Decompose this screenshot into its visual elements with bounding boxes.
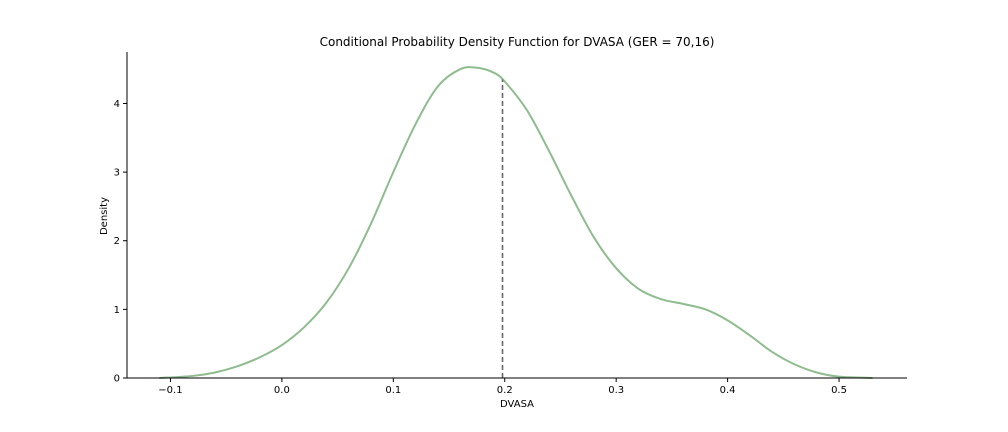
chart-title: Conditional Probability Density Function…: [320, 35, 715, 49]
density-curve-line: [159, 66, 873, 379]
y-tick-label: 1: [114, 305, 120, 316]
y-axis-ticks: 0 1 2 3 4: [114, 99, 127, 385]
y-tick-label: 0: [114, 374, 120, 385]
x-axis-ticks: −0.1 0.0 0.1 0.2 0.3 0.4 0.5: [158, 378, 847, 396]
x-axis-title: DVASA: [500, 399, 534, 410]
y-tick-label: 3: [114, 168, 120, 179]
x-tick-label: 0.2: [497, 385, 513, 396]
x-tick-label: 0.5: [831, 385, 847, 396]
x-tick-label: 0.0: [274, 385, 290, 396]
plot-area: [159, 66, 873, 379]
y-tick-label: 4: [114, 99, 120, 110]
x-tick-label: −0.1: [158, 385, 182, 396]
y-tick-label: 2: [114, 236, 120, 247]
x-tick-label: 0.3: [608, 385, 624, 396]
x-tick-label: 0.4: [720, 385, 736, 396]
x-tick-label: 0.1: [385, 385, 401, 396]
y-axis-title: Density: [99, 197, 110, 235]
